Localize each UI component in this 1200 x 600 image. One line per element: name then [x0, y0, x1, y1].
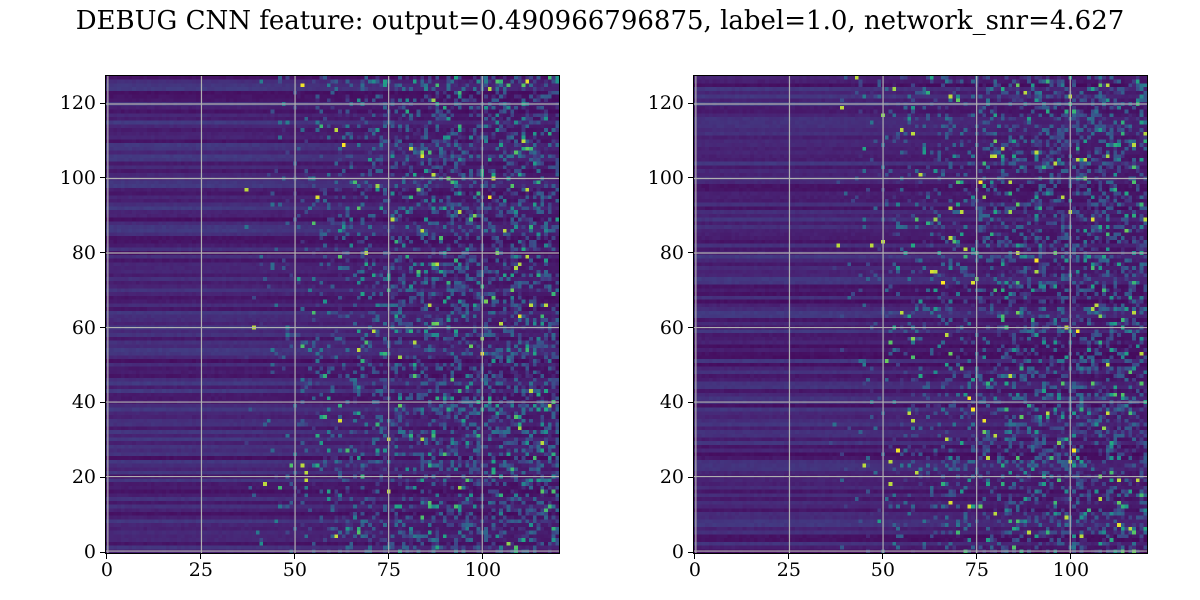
- y-tick-mark-left-40: [100, 401, 105, 403]
- y-tick-mark-right-120: [688, 102, 693, 104]
- x-tick-mark-right-0: [694, 554, 696, 559]
- x-tick-label-left-75: 75: [376, 559, 401, 581]
- x-tick-mark-left-25: [200, 554, 202, 559]
- x-tick-label-left-25: 25: [188, 559, 213, 581]
- x-tick-label-right-50: 50: [870, 559, 895, 581]
- y-tick-label-right-40: 40: [659, 391, 684, 414]
- y-tick-mark-right-40: [688, 401, 693, 403]
- x-tick-label-left-100: 100: [464, 559, 502, 581]
- x-tick-label-right-0: 0: [688, 559, 701, 581]
- y-tick-mark-left-80: [100, 252, 105, 254]
- heatmap-image-right: [694, 76, 1147, 553]
- y-tick-label-left-120: 120: [59, 92, 96, 115]
- x-tick-label-right-75: 75: [964, 559, 989, 581]
- y-tick-label-right-100: 100: [647, 166, 684, 189]
- heatmap-image-left: [106, 76, 559, 553]
- x-tick-mark-left-50: [294, 554, 296, 559]
- y-tick-mark-right-0: [688, 551, 693, 553]
- y-tick-label-right-20: 20: [659, 466, 684, 489]
- x-tick-mark-right-100: [1070, 554, 1072, 559]
- y-tick-label-left-20: 20: [71, 466, 96, 489]
- y-tick-label-left-60: 60: [71, 316, 96, 339]
- plot-area-left: [105, 75, 560, 554]
- x-tick-label-right-100: 100: [1052, 559, 1090, 581]
- x-tick-label-left-0: 0: [100, 559, 113, 581]
- y-tick-label-right-120: 120: [647, 92, 684, 115]
- y-tick-label-left-80: 80: [71, 241, 96, 264]
- gridlines-left: [106, 76, 559, 553]
- x-tick-mark-left-0: [106, 554, 108, 559]
- x-tick-mark-left-75: [388, 554, 390, 559]
- y-tick-label-left-0: 0: [83, 541, 96, 564]
- x-tick-mark-right-25: [788, 554, 790, 559]
- y-tick-label-left-100: 100: [59, 166, 96, 189]
- y-tick-mark-left-120: [100, 102, 105, 104]
- figure-title: DEBUG CNN feature: output=0.490966796875…: [75, 6, 1125, 36]
- y-tick-mark-left-20: [100, 476, 105, 478]
- y-tick-label-right-80: 80: [659, 241, 684, 264]
- y-tick-mark-left-100: [100, 177, 105, 179]
- y-tick-label-right-0: 0: [671, 541, 684, 564]
- plot-area-right: [693, 75, 1148, 554]
- x-tick-mark-right-50: [882, 554, 884, 559]
- y-tick-label-left-40: 40: [71, 391, 96, 414]
- x-tick-mark-left-100: [482, 554, 484, 559]
- x-tick-label-left-50: 50: [282, 559, 307, 581]
- gridlines-right: [694, 76, 1147, 553]
- x-tick-label-right-25: 25: [776, 559, 801, 581]
- y-tick-mark-left-60: [100, 327, 105, 329]
- y-tick-mark-left-0: [100, 551, 105, 553]
- y-tick-mark-right-20: [688, 476, 693, 478]
- y-tick-mark-right-100: [688, 177, 693, 179]
- y-tick-label-right-60: 60: [659, 316, 684, 339]
- x-tick-mark-right-75: [976, 554, 978, 559]
- y-tick-mark-right-60: [688, 327, 693, 329]
- y-tick-mark-right-80: [688, 252, 693, 254]
